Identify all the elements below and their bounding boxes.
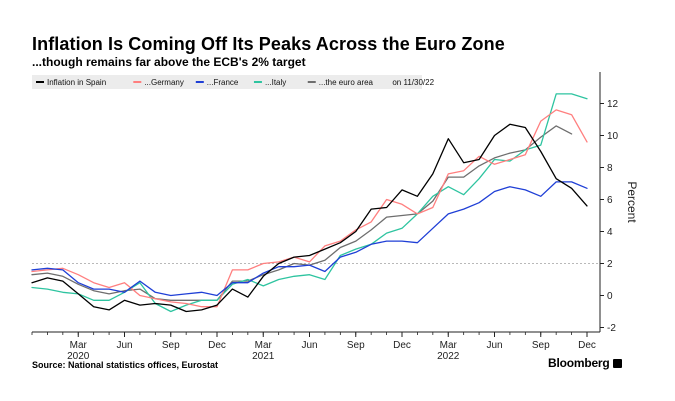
y-tick-label: 6 [607,195,613,206]
x-year-label: 2020 [67,351,90,362]
x-tick-label: Dec [393,340,411,351]
y-tick-label: 12 [607,99,619,110]
x-year-label: 2021 [252,351,275,362]
y-tick-label: 2 [607,259,613,270]
series-line-inflation-in-spain [31,123,588,313]
x-tick-label: Sep [532,340,550,351]
x-tick-label: Jun [301,340,317,351]
legend-label: ...Italy [265,78,286,87]
x-tick-label: Jun [486,340,502,351]
series-line-the-euro-area [31,125,573,301]
legend-label: ...the euro area [319,78,374,87]
brand-name: Bloomberg [548,356,610,370]
brand-logo: Bloomberg [548,356,622,370]
bloomberg-logo-icon [612,358,622,368]
y-tick-label: 8 [607,163,613,174]
x-tick-label: Sep [347,340,365,351]
x-tick-label: Mar [255,340,273,351]
x-year-label: 2022 [437,351,460,362]
legend-date: on 11/30/22 [392,78,434,87]
x-tick-label: Dec [578,340,596,351]
y-tick-label: -2 [607,323,616,334]
x-tick-label: Sep [162,340,180,351]
chart-title: Inflation Is Coming Off Its Peaks Across… [32,34,505,54]
source-note: Source: National statistics offices, Eur… [32,360,219,370]
y-axis-label: Percent [625,181,639,223]
legend-label: ...Germany [144,78,184,87]
legend: Inflation in Spain ...Germany ...France...… [32,75,435,89]
series-line-germany [31,109,588,308]
chart-subtitle: ...though remains far above the ECB's 2%… [32,55,306,69]
series-line-france [31,181,588,297]
legend-label: ...France [207,78,239,87]
y-axis: -2 0 2 4 6 8 10 12 Percent [599,72,639,334]
x-tick-label: Mar [440,340,458,351]
series-line-italy [31,93,588,313]
series-layer [31,93,588,313]
y-tick-label: 0 [607,291,613,302]
x-tick-label: Mar [70,340,88,351]
y-tick-label: 4 [607,227,613,238]
legend-label: Inflation in Spain [47,78,106,87]
y-tick-label: 10 [607,131,619,142]
x-tick-label: Dec [208,340,226,351]
x-tick-label: Jun [116,340,132,351]
legend-background [32,75,422,89]
